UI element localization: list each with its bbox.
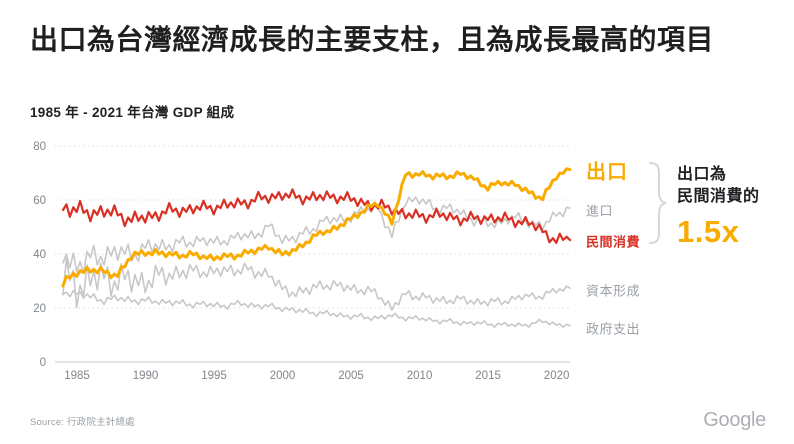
- y-tick-40: 40: [33, 249, 46, 261]
- brace-icon: [649, 162, 667, 244]
- chart-subtitle: 1985 年 - 2021 年台灣 GDP 組成: [30, 105, 235, 120]
- line-民間消費: [61, 188, 572, 244]
- series-label-進口: 進口: [586, 203, 614, 219]
- annotation-line-1: 出口為: [677, 166, 727, 183]
- line-政府支出: [62, 289, 571, 328]
- slide-title: 出口為台灣經濟成長的主要支柱，且為成長最高的項目: [30, 24, 715, 55]
- series-label-民間消費: 民間消費: [586, 234, 641, 250]
- x-tick-1995: 1995: [201, 370, 227, 382]
- series-label-資本形成: 資本形成: [586, 283, 641, 299]
- x-tick-2000: 2000: [270, 370, 296, 382]
- google-logo: Google: [703, 409, 766, 431]
- annotation-multiplier: 1.5x: [677, 214, 740, 249]
- line-資本形成: [62, 258, 571, 311]
- source-credit: Source: 行政院主計總處: [30, 417, 135, 428]
- line-進口: [62, 196, 571, 275]
- x-tick-1985: 1985: [64, 370, 90, 382]
- annotation-block: 出口為 民間消費的 1.5x: [677, 164, 760, 250]
- series-label-出口: 出口: [586, 161, 628, 184]
- annotation-line-2: 民間消費的: [677, 188, 760, 205]
- y-tick-60: 60: [33, 195, 46, 207]
- x-tick-2020: 2020: [544, 370, 570, 382]
- y-tick-0: 0: [40, 357, 46, 369]
- series-label-政府支出: 政府支出: [586, 321, 641, 337]
- x-tick-2015: 2015: [475, 370, 501, 382]
- y-tick-20: 20: [33, 303, 46, 315]
- x-tick-2010: 2010: [407, 370, 433, 382]
- y-tick-80: 80: [33, 141, 46, 153]
- x-tick-2005: 2005: [338, 370, 364, 382]
- x-tick-1990: 1990: [133, 370, 159, 382]
- line-出口: [61, 167, 572, 288]
